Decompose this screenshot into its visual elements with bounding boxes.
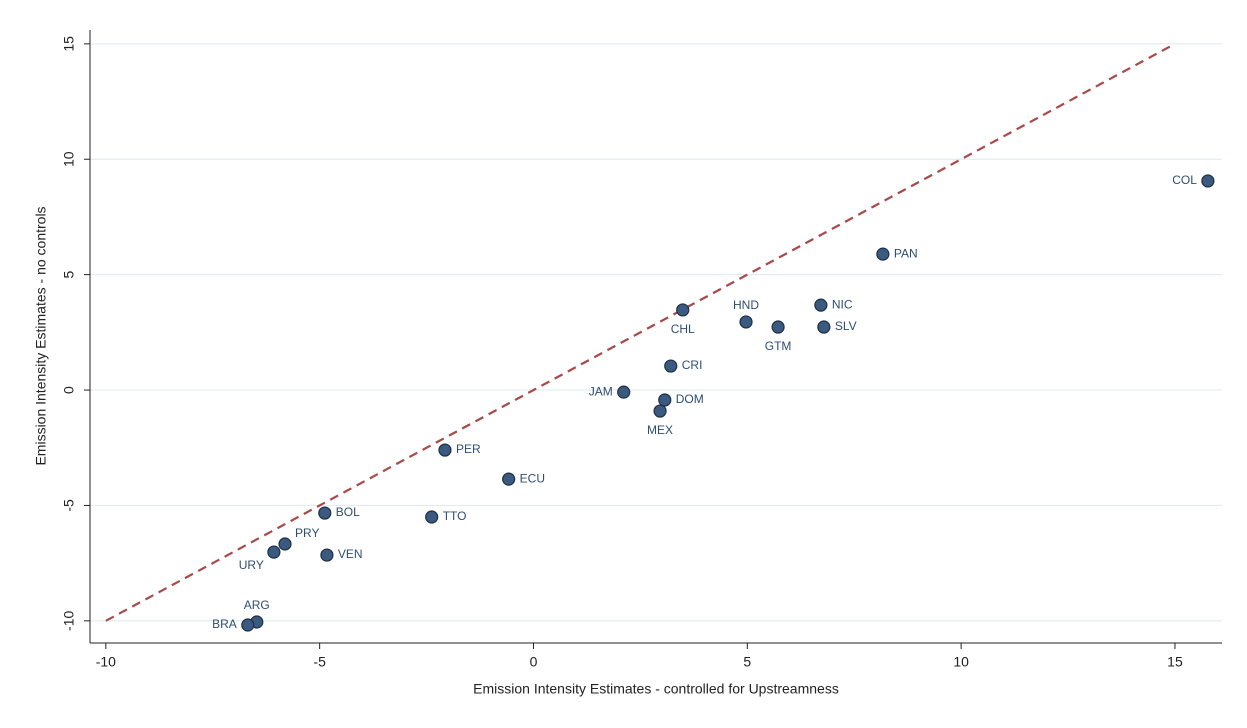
x-tick-label: 10 bbox=[953, 654, 969, 670]
point-label: DOM bbox=[676, 392, 704, 406]
point-label: PRY bbox=[295, 526, 319, 540]
point-label: NIC bbox=[832, 297, 853, 311]
point bbox=[664, 359, 678, 373]
x-axis-title: Emission Intensity Estimates - controlle… bbox=[473, 681, 839, 697]
y-tick-label: 10 bbox=[61, 151, 77, 167]
point-label: SLV bbox=[835, 319, 857, 333]
point bbox=[318, 506, 332, 520]
point bbox=[814, 298, 828, 312]
point-label: GTM bbox=[765, 339, 792, 353]
point-label: BOL bbox=[336, 505, 360, 519]
point bbox=[739, 315, 753, 329]
y-tick-label: -5 bbox=[61, 499, 77, 512]
point bbox=[658, 393, 672, 407]
point-label: CHL bbox=[671, 322, 695, 336]
x-tick-label: -5 bbox=[313, 654, 326, 670]
point-label: VEN bbox=[338, 547, 363, 561]
point bbox=[502, 472, 516, 486]
y-tick-label: 15 bbox=[61, 36, 77, 52]
point-label: ECU bbox=[520, 471, 545, 485]
point-label: URY bbox=[239, 558, 264, 572]
point-label: ARG bbox=[244, 598, 270, 612]
point bbox=[771, 320, 785, 334]
point-label: MEX bbox=[647, 423, 673, 437]
y-tick-label: 5 bbox=[61, 271, 77, 279]
point bbox=[617, 385, 631, 399]
point bbox=[278, 537, 292, 551]
point bbox=[1201, 174, 1215, 188]
y-tick-label: 0 bbox=[61, 386, 77, 394]
x-tick-label: 0 bbox=[530, 654, 538, 670]
point bbox=[438, 443, 452, 457]
point-label: HND bbox=[733, 298, 759, 312]
point-label: TTO bbox=[443, 509, 467, 523]
point bbox=[425, 510, 439, 524]
point bbox=[653, 404, 667, 418]
y-axis-title: Emission Intensity Estimates - no contro… bbox=[33, 206, 49, 465]
point bbox=[676, 303, 690, 317]
y-tick-label: -10 bbox=[61, 611, 77, 631]
point-label: JAM bbox=[589, 384, 613, 398]
point bbox=[817, 320, 831, 334]
point-label: PER bbox=[456, 442, 481, 456]
point bbox=[876, 247, 890, 261]
x-tick-label: 15 bbox=[1167, 654, 1183, 670]
point bbox=[267, 545, 281, 559]
reference-line bbox=[105, 42, 1176, 622]
point bbox=[320, 548, 334, 562]
point-label: COL bbox=[1172, 173, 1197, 187]
x-tick-label: 5 bbox=[743, 654, 751, 670]
x-tick-label: -10 bbox=[96, 654, 116, 670]
point-label: CRI bbox=[682, 358, 703, 372]
point-label: BRA bbox=[212, 617, 237, 631]
point bbox=[241, 618, 255, 632]
point-label: PAN bbox=[894, 246, 918, 260]
